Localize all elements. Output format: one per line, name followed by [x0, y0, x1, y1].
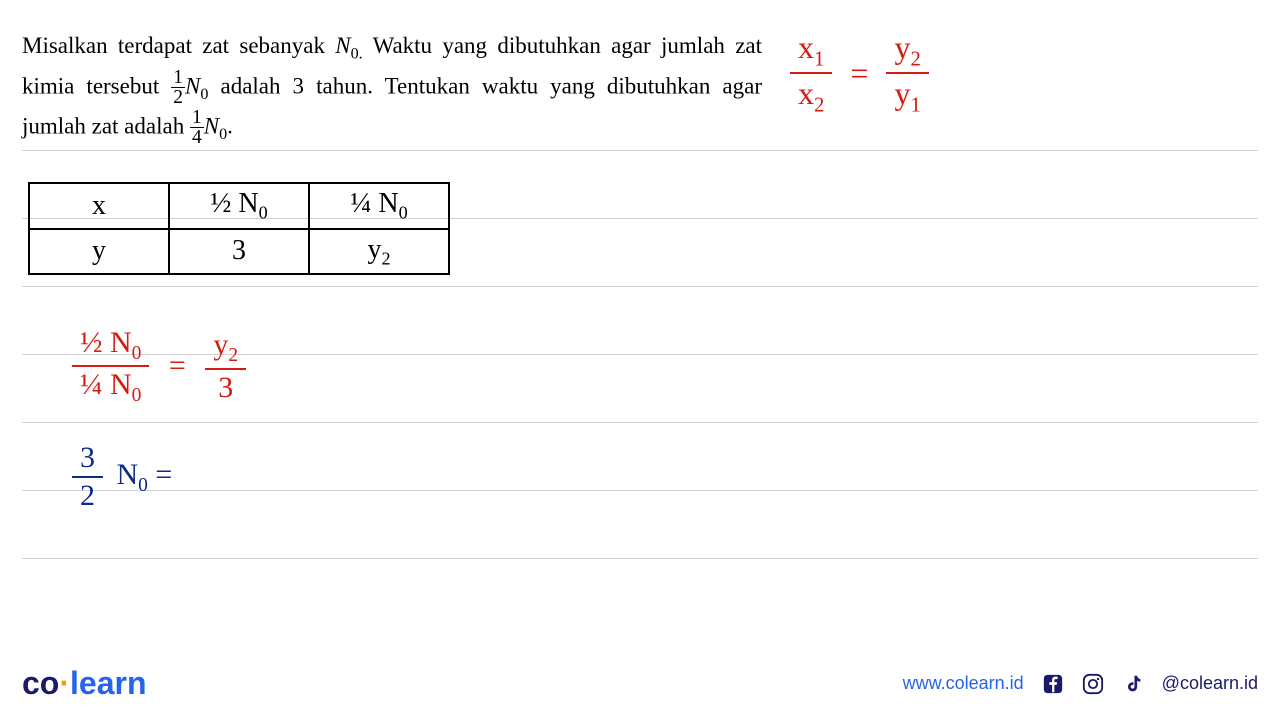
proportion-left-fraction: x1 x2: [790, 28, 832, 119]
instagram-icon: [1082, 673, 1104, 695]
table-row: x ½ N0 ¼ N0: [29, 183, 449, 229]
table-cell: ½ N0: [169, 183, 309, 229]
table-row: y 3 y2: [29, 229, 449, 275]
table-cell: y: [29, 229, 169, 275]
tiktok-icon: [1122, 673, 1144, 695]
footer: co·learn www.colearn.id @colearn.id: [22, 665, 1258, 702]
footer-handle: @colearn.id: [1162, 673, 1258, 694]
colearn-logo: co·learn: [22, 665, 146, 702]
handwritten-equation-result: 3 2 N0 =: [72, 440, 172, 514]
proportion-right-fraction: y2 y1: [886, 28, 928, 119]
problem-statement: Misalkan terdapat zat sebanyak N0. Waktu…: [22, 28, 762, 148]
footer-url: www.colearn.id: [903, 673, 1024, 694]
substitution-right-fraction: y2 3: [205, 327, 246, 405]
table-cell: ¼ N0: [309, 183, 449, 229]
equals-sign: =: [169, 349, 186, 382]
equals-sign: =: [850, 55, 868, 91]
handwritten-equation-substitution: ½ N0 ¼ N0 = y2 3: [72, 325, 246, 408]
result-rest: N0 =: [117, 458, 173, 491]
table-cell: y2: [309, 229, 449, 275]
table-cell: x: [29, 183, 169, 229]
footer-right: www.colearn.id @colearn.id: [903, 673, 1258, 695]
values-table: x ½ N0 ¼ N0 y 3 y2: [28, 182, 450, 275]
table-cell: 3: [169, 229, 309, 275]
handwritten-equation-proportion: x1 x2 = y2 y1: [790, 28, 929, 119]
facebook-icon: [1042, 673, 1064, 695]
substitution-left-fraction: ½ N0 ¼ N0: [72, 325, 149, 408]
result-fraction: 3 2: [72, 440, 103, 514]
